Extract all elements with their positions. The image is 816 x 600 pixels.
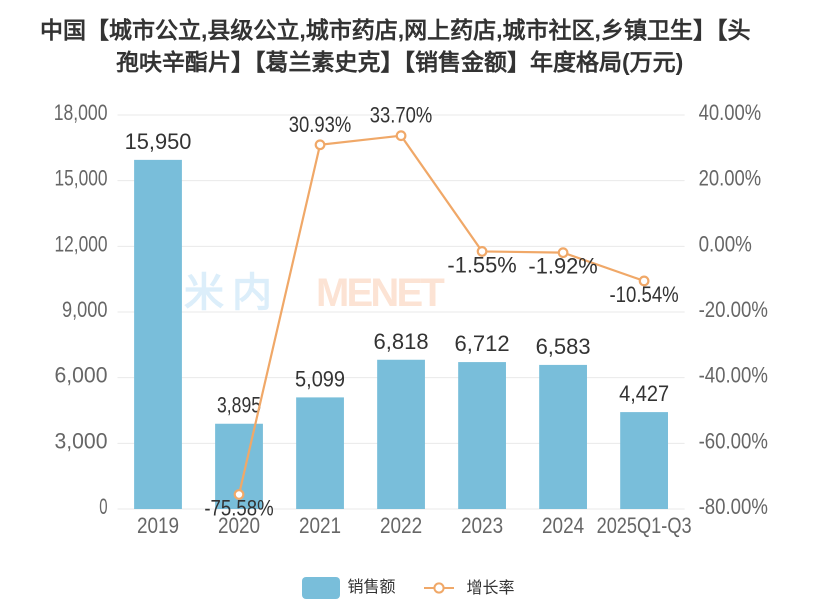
- svg-text:15,000: 15,000: [55, 166, 108, 191]
- svg-text:2023: 2023: [461, 513, 503, 538]
- svg-text:18,000: 18,000: [54, 100, 108, 125]
- svg-text:3,895: 3,895: [217, 393, 261, 418]
- svg-text:33.70%: 33.70%: [370, 103, 433, 128]
- svg-text:2025Q1-Q3: 2025Q1-Q3: [597, 513, 692, 538]
- svg-text:0.00%: 0.00%: [699, 231, 752, 256]
- svg-text:3,000: 3,000: [55, 428, 108, 453]
- svg-text:6,712: 6,712: [455, 331, 510, 356]
- svg-text:9,000: 9,000: [62, 297, 108, 322]
- svg-text:4,427: 4,427: [619, 381, 669, 406]
- svg-text:15,950: 15,950: [125, 129, 192, 154]
- svg-text:30.93%: 30.93%: [289, 112, 352, 137]
- svg-text:-20.00%: -20.00%: [699, 297, 768, 322]
- svg-text:40.00%: 40.00%: [699, 100, 762, 125]
- svg-text:-60.00%: -60.00%: [699, 428, 768, 453]
- svg-text:5,099: 5,099: [295, 366, 345, 391]
- svg-text:-40.00%: -40.00%: [699, 363, 768, 388]
- svg-text:-80.00%: -80.00%: [699, 494, 768, 519]
- svg-text:2021: 2021: [299, 513, 341, 538]
- svg-text:6,000: 6,000: [55, 363, 108, 388]
- svg-text:2022: 2022: [380, 513, 422, 538]
- svg-text:-75.58%: -75.58%: [204, 495, 273, 520]
- svg-text:0: 0: [99, 494, 107, 519]
- svg-text:20.00%: 20.00%: [699, 166, 762, 191]
- svg-text:12,000: 12,000: [55, 231, 108, 256]
- svg-text:6,818: 6,818: [374, 329, 429, 354]
- svg-text:2019: 2019: [137, 513, 179, 538]
- svg-text:6,583: 6,583: [536, 334, 591, 359]
- svg-text:2024: 2024: [542, 513, 584, 538]
